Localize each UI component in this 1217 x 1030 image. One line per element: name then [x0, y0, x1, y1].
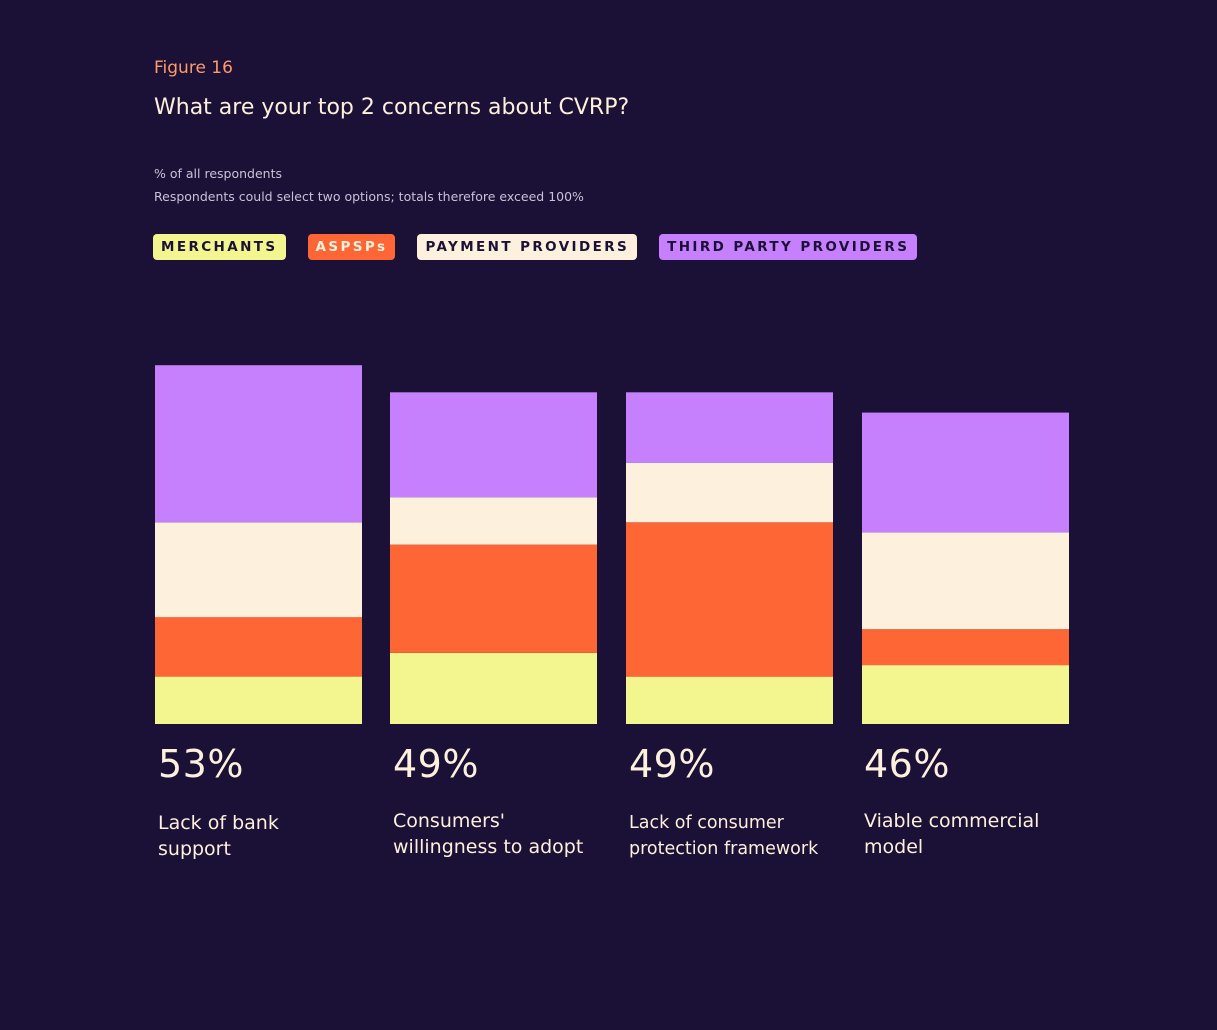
bar-segment-merchants-1	[155, 676, 362, 724]
bar-segment-third-party-providers-4	[862, 412, 1069, 533]
legend-third-party-providers: THIRD PARTY PROVIDERS	[659, 234, 918, 260]
category-label-line: protection framework	[629, 839, 819, 859]
bar-segment-payment-providers-2	[390, 497, 597, 545]
bar-segment-payment-providers-4	[862, 532, 1069, 630]
bar-segment-merchants-3	[626, 676, 833, 724]
category-label-line: support	[158, 838, 231, 860]
bar-segment-third-party-providers-3	[626, 392, 833, 463]
bar-segment-aspsps-4	[862, 629, 1069, 666]
category-label: Lack of bank support	[158, 810, 383, 862]
category-label-line: Lack of bank	[158, 812, 279, 834]
bar-segment-payment-providers-1	[155, 522, 362, 618]
category-label-line: willingness to adopt	[393, 836, 584, 858]
bar-segment-third-party-providers-1	[155, 365, 362, 523]
column-text-0: 53% Lack of bank support	[158, 738, 383, 862]
category-label-line: Viable commercial	[864, 810, 1040, 832]
legend-aspsps: ASPSPs	[307, 234, 396, 260]
category-label-line: Lack of consumer	[629, 813, 784, 833]
total-label: 49%	[629, 742, 715, 786]
total-label: 49%	[393, 742, 479, 786]
legend-payment-providers: PAYMENT PROVIDERS	[417, 234, 638, 260]
bar-segment-aspsps-2	[390, 544, 597, 653]
category-label: Lack of consumer protection framework	[629, 810, 854, 862]
legend-merchants: MERCHANTS	[153, 234, 286, 260]
bar-segment-merchants-2	[390, 652, 597, 724]
bar-segment-aspsps-1	[155, 617, 362, 677]
selection-note: Respondents could select two options; to…	[154, 189, 584, 204]
column-text-1: 49% Consumers' willingness to adopt	[393, 738, 618, 860]
bar-segment-third-party-providers-2	[390, 392, 597, 498]
category-label: Consumers' willingness to adopt	[393, 808, 618, 860]
column-text-3: 46% Viable commercial model	[864, 738, 1089, 860]
category-label-line: model	[864, 836, 924, 858]
chart-title: What are your top 2 concerns about CVRP?	[154, 95, 630, 120]
total-label: 46%	[864, 742, 950, 786]
legend: MERCHANTS ASPSPs PAYMENT PROVIDERS THIRD…	[153, 234, 918, 260]
bar-segment-payment-providers-3	[626, 462, 833, 523]
units-note: % of all respondents	[154, 166, 282, 181]
bar-segment-merchants-4	[862, 665, 1069, 724]
figure-label: Figure 16	[154, 58, 233, 78]
category-label: Viable commercial model	[864, 808, 1089, 860]
total-label: 53%	[158, 742, 244, 786]
bar-segment-aspsps-3	[626, 522, 833, 677]
column-text-2: 49% Lack of consumer protection framewor…	[629, 738, 854, 862]
category-label-line: Consumers'	[393, 810, 506, 832]
